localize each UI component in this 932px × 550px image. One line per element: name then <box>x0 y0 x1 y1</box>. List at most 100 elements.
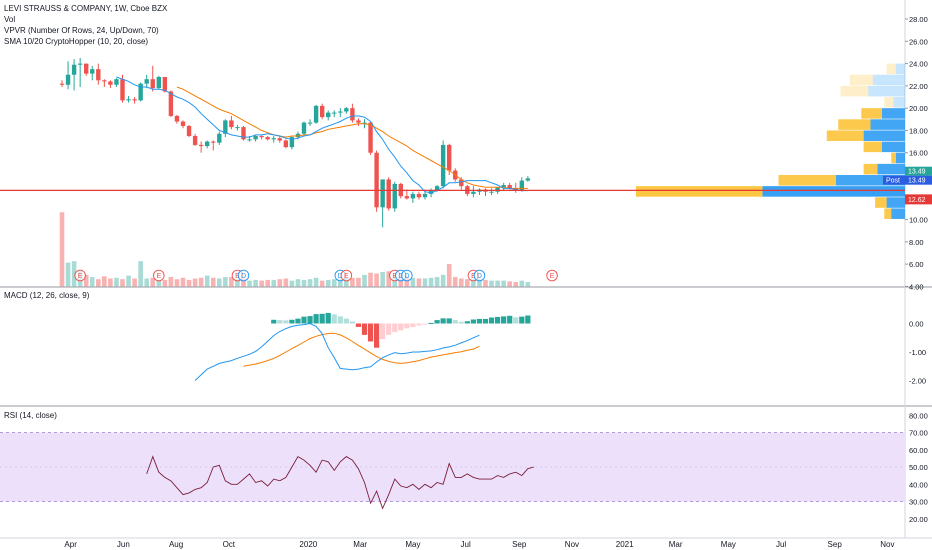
vp-up-bar <box>836 175 905 186</box>
candle-body <box>120 79 125 101</box>
vp-down-bar <box>891 152 896 164</box>
candle-body <box>259 136 264 138</box>
macd-histogram-bar <box>422 323 428 325</box>
x-tick-label: Mar <box>669 540 683 549</box>
event-marker-label: D <box>404 273 409 280</box>
macd-histogram-bar <box>349 321 355 324</box>
volume-bar <box>362 274 367 287</box>
x-tick-label: Nov <box>565 540 579 549</box>
event-marker-label: E <box>550 273 555 280</box>
volume-bar <box>344 277 349 287</box>
volume-bar <box>283 278 289 287</box>
candle-body <box>313 105 319 123</box>
macd-histogram-bar <box>507 315 513 324</box>
candle-body <box>144 79 149 84</box>
volume-bar <box>120 279 125 287</box>
candle-body <box>229 120 234 128</box>
main-pane-legend: LEVI STRAUSS & COMPANY, 1W, Cboe BZX Vol… <box>4 3 167 47</box>
candle-body <box>211 141 216 143</box>
macd-histogram-bar <box>446 318 452 324</box>
volume-bar <box>174 279 180 287</box>
volume-bar <box>71 261 77 287</box>
event-marker <box>546 269 558 282</box>
rsi-y-tick-label: 30.00 <box>909 498 928 507</box>
macd-histogram-bar <box>386 323 392 335</box>
candle-body <box>138 83 143 101</box>
post-price-label-bg <box>905 175 932 185</box>
rsi-line <box>146 455 535 510</box>
x-tick-label: Mar <box>353 540 367 549</box>
candle-body <box>428 190 434 194</box>
candle-body <box>156 76 161 89</box>
candle-body <box>186 125 192 137</box>
event-marker-label: D <box>477 273 482 280</box>
event-marker <box>473 269 486 282</box>
event-marker-label: E <box>78 273 83 280</box>
macd-pane-title[interactable]: MACD (12, 26, close, 9) <box>4 291 90 300</box>
candle-body <box>235 127 240 129</box>
sma-slow-line <box>176 86 528 189</box>
candle-body <box>404 196 410 199</box>
event-marker <box>74 269 86 282</box>
volume-bar <box>210 277 216 287</box>
candle-body <box>295 133 301 138</box>
vp-up-bar <box>882 141 905 153</box>
candle-body <box>332 112 337 114</box>
volume-bar <box>374 273 379 287</box>
vp-down-bar <box>838 119 871 130</box>
vp-up-bar <box>868 85 905 97</box>
y-tick-label: 16.00 <box>909 149 928 158</box>
indicator-volume[interactable]: Vol <box>4 15 16 24</box>
volume-bar <box>102 276 107 287</box>
vp-down-bar <box>840 85 869 97</box>
candle-body <box>410 193 416 199</box>
candle-body <box>380 179 385 208</box>
x-tick-label: Sep <box>828 540 843 549</box>
event-marker-label: E <box>471 273 476 280</box>
volume-bar <box>229 277 234 287</box>
volume-bar <box>253 279 258 287</box>
indicator-vpvr[interactable]: VPVR (Number Of Rows, 24, Up/Down, 70) <box>4 26 159 35</box>
volume-bar <box>465 279 470 287</box>
indicator-sma[interactable]: SMA 10/20 CryptoHopper (10, 20, close) <box>4 37 149 46</box>
volume-bar <box>325 279 331 287</box>
y-tick-label: 22.00 <box>909 82 928 91</box>
x-tick-label: Jul <box>776 540 786 549</box>
candle-body <box>374 152 379 208</box>
candle-body <box>356 120 361 123</box>
sma-price-label-bg <box>905 166 932 176</box>
volume-bar <box>350 277 355 287</box>
candle-body <box>108 81 113 85</box>
event-marker-label: E <box>344 273 349 280</box>
vp-down-bar <box>778 175 836 186</box>
last-price-label-bg <box>905 194 932 205</box>
rsi-pane-title[interactable]: RSI (14, close) <box>4 411 57 420</box>
event-marker <box>237 269 250 282</box>
candle-body <box>440 144 446 187</box>
volume-bar <box>495 280 500 287</box>
macd-y-tick-label: -1.00 <box>909 348 926 357</box>
main-pane-title[interactable]: LEVI STRAUSS & COMPANY, 1W, Cboe BZX <box>4 4 168 13</box>
candle-body <box>84 63 89 74</box>
candle-body <box>198 144 204 147</box>
macd-histogram-bar <box>404 323 410 329</box>
rsi-y-tick-label: 60.00 <box>909 446 928 455</box>
volume-bar <box>398 278 404 287</box>
candle-body <box>459 179 464 187</box>
volume-bar <box>410 277 416 287</box>
volume-bar <box>180 277 186 287</box>
candle-body <box>102 80 107 82</box>
volume-bar <box>162 279 168 287</box>
volume-bar <box>223 277 228 287</box>
macd-histogram-bar <box>501 316 507 324</box>
candle-body <box>114 79 119 85</box>
candle-body <box>150 79 155 89</box>
candle-body <box>168 91 174 116</box>
volume-bar <box>198 277 204 287</box>
x-tick-label: Apr <box>64 540 77 549</box>
candle-body <box>338 111 343 113</box>
candle-body <box>434 186 440 191</box>
candle-body <box>265 137 270 140</box>
volume-bar <box>313 277 319 287</box>
volume-bar <box>192 278 198 287</box>
